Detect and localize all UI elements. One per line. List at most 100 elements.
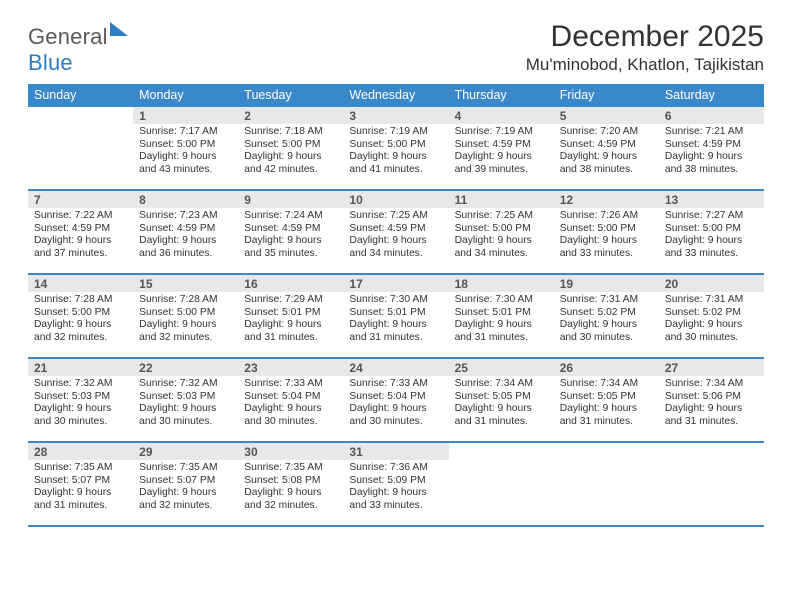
calendar-cell-empty: [449, 443, 554, 525]
week-row: 14Sunrise: 7:28 AMSunset: 5:00 PMDayligh…: [28, 275, 764, 359]
daylight-text: Daylight: 9 hours and 31 minutes.: [349, 319, 442, 344]
daylight-text: Daylight: 9 hours and 32 minutes.: [34, 319, 127, 344]
day-number: 24: [343, 359, 448, 376]
daylight-text: Daylight: 9 hours and 34 minutes.: [349, 235, 442, 260]
sunrise-text: Sunrise: 7:30 AM: [349, 294, 442, 307]
day-detail: Sunrise: 7:31 AMSunset: 5:02 PMDaylight:…: [659, 292, 764, 348]
sunrise-text: Sunrise: 7:25 AM: [349, 210, 442, 223]
daylight-text: Daylight: 9 hours and 39 minutes.: [455, 151, 548, 176]
sunset-text: Sunset: 5:01 PM: [455, 307, 548, 320]
week-row: 21Sunrise: 7:32 AMSunset: 5:03 PMDayligh…: [28, 359, 764, 443]
sunrise-text: Sunrise: 7:23 AM: [139, 210, 232, 223]
calendar-cell: 17Sunrise: 7:30 AMSunset: 5:01 PMDayligh…: [343, 275, 448, 357]
weeks-container: 1Sunrise: 7:17 AMSunset: 5:00 PMDaylight…: [28, 107, 764, 527]
day-header-fri: Friday: [554, 84, 659, 107]
day-number: 16: [238, 275, 343, 292]
sunset-text: Sunset: 5:00 PM: [139, 139, 232, 152]
calendar-cell: 3Sunrise: 7:19 AMSunset: 5:00 PMDaylight…: [343, 107, 448, 189]
logo-sail-icon: [110, 22, 128, 36]
daylight-text: Daylight: 9 hours and 33 minutes.: [560, 235, 653, 260]
day-detail: Sunrise: 7:32 AMSunset: 5:03 PMDaylight:…: [28, 376, 133, 432]
daylight-text: Daylight: 9 hours and 32 minutes.: [139, 319, 232, 344]
sunset-text: Sunset: 5:02 PM: [560, 307, 653, 320]
day-number: [449, 443, 554, 460]
daylight-text: Daylight: 9 hours and 38 minutes.: [560, 151, 653, 176]
day-number: 29: [133, 443, 238, 460]
calendar-cell: 30Sunrise: 7:35 AMSunset: 5:08 PMDayligh…: [238, 443, 343, 525]
day-detail: Sunrise: 7:29 AMSunset: 5:01 PMDaylight:…: [238, 292, 343, 348]
sunset-text: Sunset: 5:04 PM: [244, 391, 337, 404]
week-row: 28Sunrise: 7:35 AMSunset: 5:07 PMDayligh…: [28, 443, 764, 527]
sunrise-text: Sunrise: 7:33 AM: [244, 378, 337, 391]
day-number: 12: [554, 191, 659, 208]
sunrise-text: Sunrise: 7:36 AM: [349, 462, 442, 475]
calendar-cell: 14Sunrise: 7:28 AMSunset: 5:00 PMDayligh…: [28, 275, 133, 357]
calendar-cell: 7Sunrise: 7:22 AMSunset: 4:59 PMDaylight…: [28, 191, 133, 273]
calendar-cell: 8Sunrise: 7:23 AMSunset: 4:59 PMDaylight…: [133, 191, 238, 273]
day-number: 18: [449, 275, 554, 292]
day-number: 30: [238, 443, 343, 460]
calendar-cell: 18Sunrise: 7:30 AMSunset: 5:01 PMDayligh…: [449, 275, 554, 357]
sunset-text: Sunset: 4:59 PM: [455, 139, 548, 152]
calendar-cell: 11Sunrise: 7:25 AMSunset: 5:00 PMDayligh…: [449, 191, 554, 273]
sunrise-text: Sunrise: 7:28 AM: [34, 294, 127, 307]
calendar-cell: 20Sunrise: 7:31 AMSunset: 5:02 PMDayligh…: [659, 275, 764, 357]
calendar-cell: 28Sunrise: 7:35 AMSunset: 5:07 PMDayligh…: [28, 443, 133, 525]
daylight-text: Daylight: 9 hours and 30 minutes.: [139, 403, 232, 428]
month-title: December 2025: [526, 20, 764, 53]
sunset-text: Sunset: 5:05 PM: [455, 391, 548, 404]
sunrise-text: Sunrise: 7:35 AM: [34, 462, 127, 475]
day-number: [28, 107, 133, 124]
calendar-cell: 9Sunrise: 7:24 AMSunset: 4:59 PMDaylight…: [238, 191, 343, 273]
calendar-cell: 4Sunrise: 7:19 AMSunset: 4:59 PMDaylight…: [449, 107, 554, 189]
daylight-text: Daylight: 9 hours and 31 minutes.: [560, 403, 653, 428]
day-detail: Sunrise: 7:28 AMSunset: 5:00 PMDaylight:…: [133, 292, 238, 348]
day-number: 15: [133, 275, 238, 292]
sunset-text: Sunset: 4:59 PM: [665, 139, 758, 152]
day-number: 1: [133, 107, 238, 124]
sunrise-text: Sunrise: 7:33 AM: [349, 378, 442, 391]
sunset-text: Sunset: 5:07 PM: [34, 475, 127, 488]
calendar-cell: 31Sunrise: 7:36 AMSunset: 5:09 PMDayligh…: [343, 443, 448, 525]
calendar-cell: 12Sunrise: 7:26 AMSunset: 5:00 PMDayligh…: [554, 191, 659, 273]
day-number: 22: [133, 359, 238, 376]
day-detail: Sunrise: 7:33 AMSunset: 5:04 PMDaylight:…: [343, 376, 448, 432]
sunset-text: Sunset: 4:59 PM: [349, 223, 442, 236]
daylight-text: Daylight: 9 hours and 32 minutes.: [139, 487, 232, 512]
day-number: 20: [659, 275, 764, 292]
daylight-text: Daylight: 9 hours and 33 minutes.: [349, 487, 442, 512]
day-detail: Sunrise: 7:27 AMSunset: 5:00 PMDaylight:…: [659, 208, 764, 264]
day-detail: Sunrise: 7:26 AMSunset: 5:00 PMDaylight:…: [554, 208, 659, 264]
sunrise-text: Sunrise: 7:25 AM: [455, 210, 548, 223]
day-detail: Sunrise: 7:33 AMSunset: 5:04 PMDaylight:…: [238, 376, 343, 432]
calendar-cell: 1Sunrise: 7:17 AMSunset: 5:00 PMDaylight…: [133, 107, 238, 189]
sunset-text: Sunset: 5:00 PM: [34, 307, 127, 320]
daylight-text: Daylight: 9 hours and 30 minutes.: [665, 319, 758, 344]
day-detail: Sunrise: 7:36 AMSunset: 5:09 PMDaylight:…: [343, 460, 448, 516]
calendar-cell: 5Sunrise: 7:20 AMSunset: 4:59 PMDaylight…: [554, 107, 659, 189]
sunrise-text: Sunrise: 7:35 AM: [139, 462, 232, 475]
calendar-cell: 22Sunrise: 7:32 AMSunset: 5:03 PMDayligh…: [133, 359, 238, 441]
calendar-cell: 13Sunrise: 7:27 AMSunset: 5:00 PMDayligh…: [659, 191, 764, 273]
sunset-text: Sunset: 5:00 PM: [139, 307, 232, 320]
daylight-text: Daylight: 9 hours and 30 minutes.: [34, 403, 127, 428]
daylight-text: Daylight: 9 hours and 35 minutes.: [244, 235, 337, 260]
day-header-row: Sunday Monday Tuesday Wednesday Thursday…: [28, 84, 764, 107]
sunrise-text: Sunrise: 7:21 AM: [665, 126, 758, 139]
daylight-text: Daylight: 9 hours and 30 minutes.: [560, 319, 653, 344]
daylight-text: Daylight: 9 hours and 38 minutes.: [665, 151, 758, 176]
day-number: 5: [554, 107, 659, 124]
sunset-text: Sunset: 5:00 PM: [665, 223, 758, 236]
calendar: Sunday Monday Tuesday Wednesday Thursday…: [28, 84, 764, 527]
calendar-cell: 16Sunrise: 7:29 AMSunset: 5:01 PMDayligh…: [238, 275, 343, 357]
sunrise-text: Sunrise: 7:29 AM: [244, 294, 337, 307]
sunrise-text: Sunrise: 7:34 AM: [665, 378, 758, 391]
day-detail: Sunrise: 7:31 AMSunset: 5:02 PMDaylight:…: [554, 292, 659, 348]
calendar-cell: 2Sunrise: 7:18 AMSunset: 5:00 PMDaylight…: [238, 107, 343, 189]
day-detail: Sunrise: 7:34 AMSunset: 5:05 PMDaylight:…: [449, 376, 554, 432]
day-header-thu: Thursday: [449, 84, 554, 107]
day-detail: Sunrise: 7:24 AMSunset: 4:59 PMDaylight:…: [238, 208, 343, 264]
sunset-text: Sunset: 5:01 PM: [349, 307, 442, 320]
day-header-mon: Monday: [133, 84, 238, 107]
calendar-cell: 25Sunrise: 7:34 AMSunset: 5:05 PMDayligh…: [449, 359, 554, 441]
